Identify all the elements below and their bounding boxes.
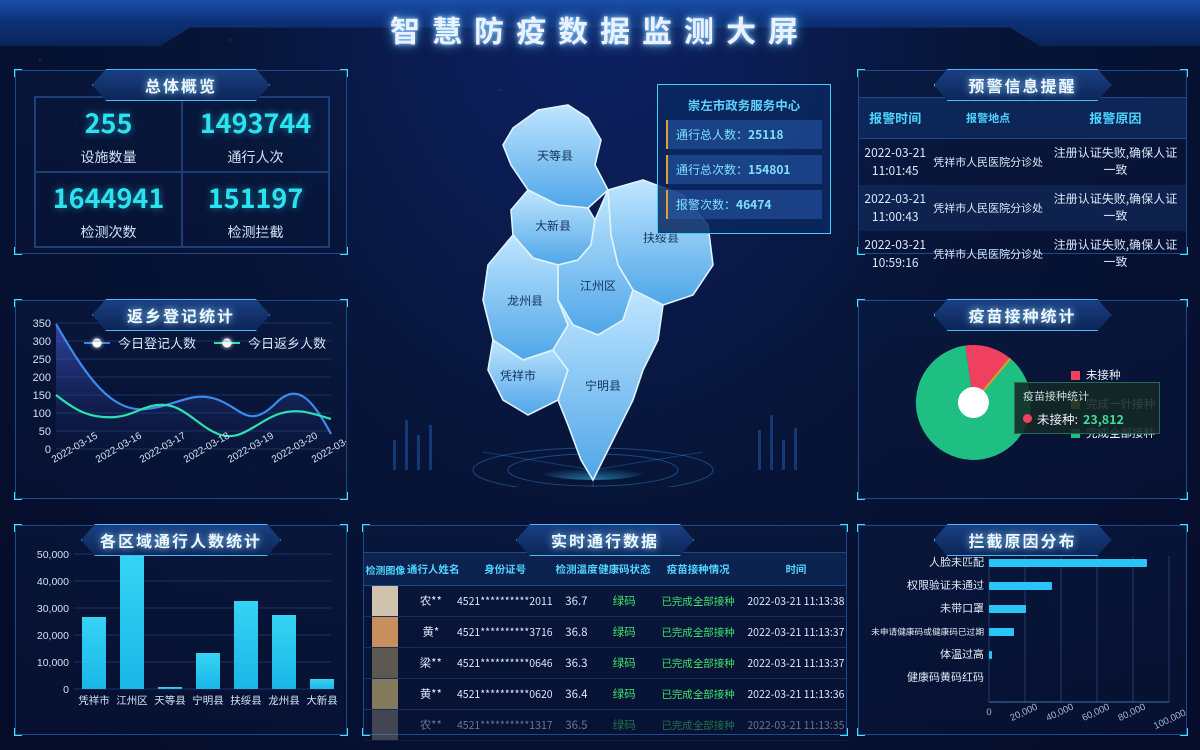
svg-text:40,000: 40,000 [37,576,69,588]
svg-text:天等县: 天等县 [537,147,573,164]
svg-text:250: 250 [33,354,51,366]
svg-text:扶绥县: 扶绥县 [230,693,262,708]
svg-text:未带口罩: 未带口罩 [940,600,984,616]
svg-text:宁明县: 宁明县 [585,377,621,394]
svg-text:300: 300 [33,336,51,348]
svg-text:100: 100 [33,408,51,420]
svg-text:10,000: 10,000 [37,657,69,669]
svg-text:体温过高: 体温过高 [940,646,984,662]
svg-text:150: 150 [33,390,51,402]
svg-text:健康码黄码红码: 健康码黄码红码 [907,669,984,685]
svg-text:20,000: 20,000 [1008,702,1039,724]
svg-text:大新县: 大新县 [306,693,338,708]
svg-text:未申请健康码或健康码已过期: 未申请健康码或健康码已过期 [871,625,984,638]
svg-text:20,000: 20,000 [37,630,69,642]
svg-text:0: 0 [986,707,991,718]
svg-text:30,000: 30,000 [37,603,69,615]
svg-text:凭祥市: 凭祥市 [78,693,110,708]
svg-text:40,000: 40,000 [1044,702,1075,724]
svg-text:200: 200 [33,372,51,384]
svg-text:60,000: 60,000 [1080,702,1111,724]
svg-text:50: 50 [39,426,51,438]
svg-text:大新县: 大新县 [535,217,571,234]
svg-text:天等县: 天等县 [154,693,186,708]
svg-text:凭祥市: 凭祥市 [500,367,536,384]
svg-text:80,000: 80,000 [1116,702,1147,724]
svg-text:人脸未匹配: 人脸未匹配 [929,554,984,570]
svg-text:宁明县: 宁明县 [192,693,224,708]
svg-text:100,000: 100,000 [1152,707,1186,731]
svg-text:江州区: 江州区 [580,277,616,294]
svg-text:0: 0 [63,684,69,696]
svg-text:50,000: 50,000 [37,549,69,561]
svg-text:龙州县: 龙州县 [507,292,543,309]
svg-text:350: 350 [33,318,51,330]
svg-text:江州区: 江州区 [116,693,148,708]
svg-text:龙州县: 龙州县 [268,693,300,708]
svg-text:权限验证未通过: 权限验证未通过 [907,577,984,593]
svg-text:0: 0 [45,444,51,456]
